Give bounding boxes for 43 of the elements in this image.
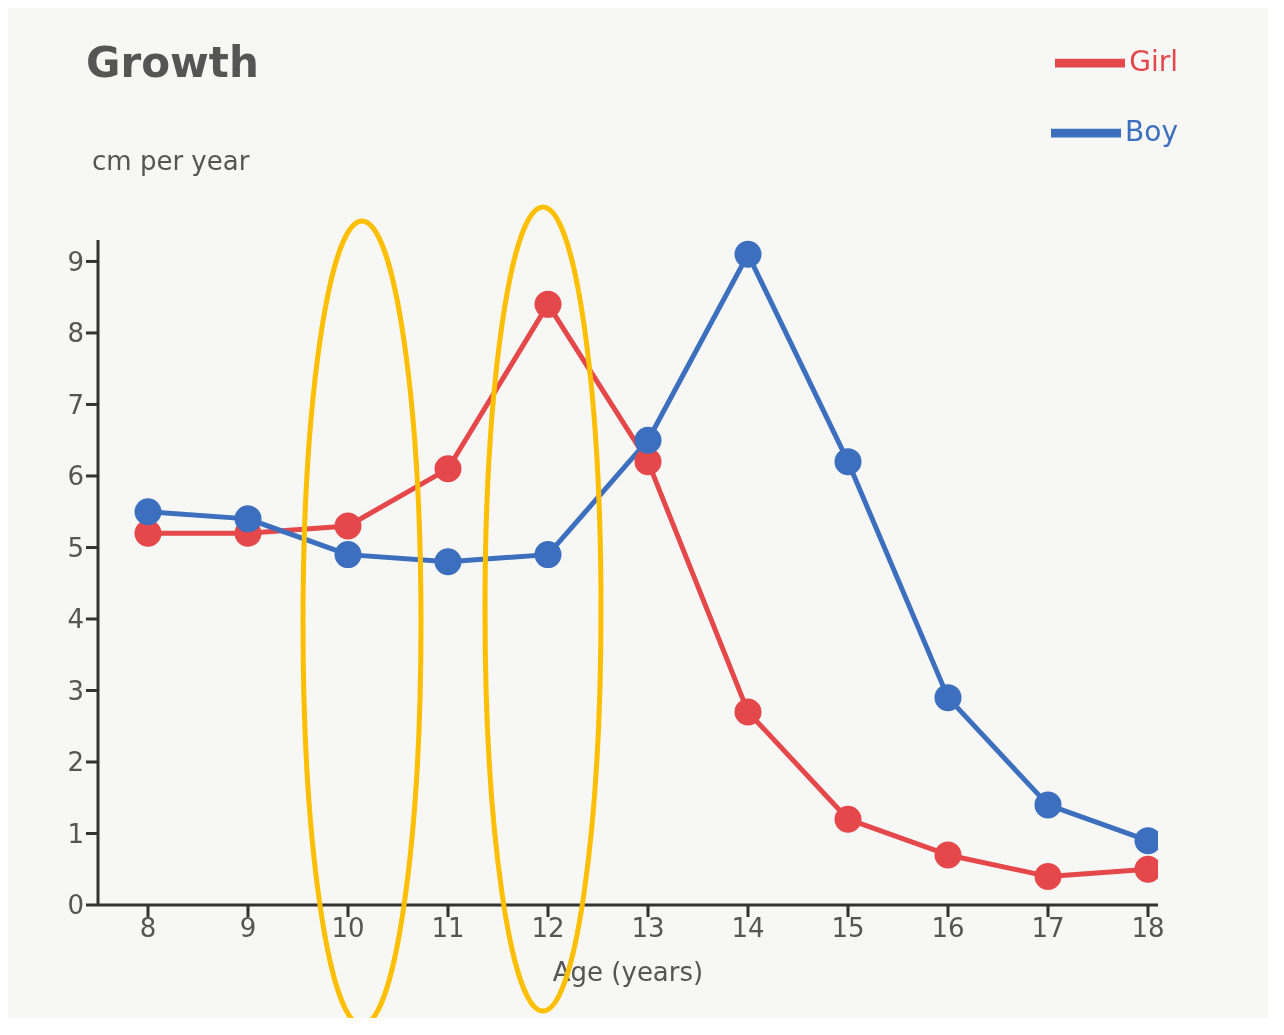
x-tick-label: 14 xyxy=(731,913,765,944)
legend-label: Boy xyxy=(1125,115,1178,148)
point xyxy=(734,698,762,726)
y-tick-label: 5 xyxy=(67,532,84,563)
point xyxy=(434,548,462,576)
point xyxy=(534,290,562,318)
x-tick-label: 13 xyxy=(631,913,665,944)
y-tick-label: 3 xyxy=(67,675,84,706)
y-tick-label: 7 xyxy=(67,389,84,420)
y-tick-label: 1 xyxy=(67,818,84,849)
x-tick-label: 17 xyxy=(1031,913,1065,944)
point xyxy=(234,505,262,533)
point xyxy=(634,448,662,476)
y-tick-label: 6 xyxy=(67,461,84,492)
point xyxy=(734,240,762,268)
point xyxy=(334,512,362,540)
y-tick-label: 2 xyxy=(67,747,84,778)
x-tick-label: 18 xyxy=(1131,913,1165,944)
point xyxy=(934,684,962,712)
point xyxy=(434,455,462,483)
point xyxy=(834,448,862,476)
point xyxy=(1034,862,1062,890)
x-tick-label: 12 xyxy=(531,913,565,944)
y-tick-label: 0 xyxy=(67,890,84,921)
y-tick-label: 8 xyxy=(67,318,84,349)
legend-label: Girl xyxy=(1129,45,1178,78)
x-tick-label: 9 xyxy=(239,913,257,944)
point xyxy=(1034,791,1062,819)
x-tick-label: 15 xyxy=(831,913,865,944)
point xyxy=(134,498,162,526)
x-tick-label: 10 xyxy=(331,913,365,944)
point xyxy=(934,841,962,869)
chart-title: Growth xyxy=(86,38,259,87)
x-tick-label: 16 xyxy=(931,913,965,944)
y-tick-label: 4 xyxy=(67,604,84,635)
point xyxy=(634,426,662,454)
point xyxy=(334,541,362,569)
point xyxy=(834,805,862,833)
x-tick-label: 8 xyxy=(139,913,157,944)
x-tick-label: 11 xyxy=(431,913,465,944)
point xyxy=(534,541,562,569)
y-tick-label: 9 xyxy=(67,246,84,277)
y-axis-title: cm per year xyxy=(92,146,250,176)
